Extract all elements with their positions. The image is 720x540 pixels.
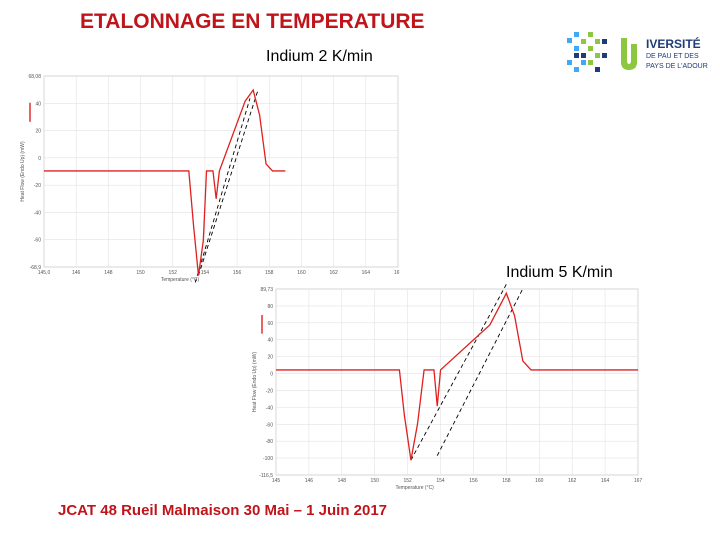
x-tick-label: 152 bbox=[403, 478, 412, 484]
tangent-line bbox=[436, 288, 524, 456]
x-tick-label: 145 bbox=[272, 478, 281, 484]
y-tick-label: 40 bbox=[35, 101, 41, 107]
x-axis-label: Temperature (°C) bbox=[161, 277, 200, 283]
y-tick-label: 20 bbox=[267, 355, 273, 361]
y-tick-label: 68,08 bbox=[28, 74, 41, 80]
y-tick-label: -40 bbox=[34, 210, 41, 216]
x-tick-label: 164 bbox=[601, 478, 610, 484]
x-tick-label: 167 bbox=[394, 270, 400, 276]
x-tick-label: 160 bbox=[535, 478, 544, 484]
y-axis-label: Heat Flow (Endo Up) (mW) bbox=[20, 141, 26, 202]
x-tick-label: 150 bbox=[371, 478, 380, 484]
university-logo bbox=[567, 32, 637, 72]
y-tick-label: -40 bbox=[266, 405, 273, 411]
y-tick-label: -116,5 bbox=[259, 473, 273, 479]
x-tick-label: 156 bbox=[233, 270, 242, 276]
footer-text: JCAT 48 Rueil Malmaison 30 Mai – 1 Juin … bbox=[58, 502, 388, 519]
chart2-title: Indium 5 K/min bbox=[506, 264, 613, 281]
y-tick-label: 60 bbox=[267, 321, 273, 327]
logo-line3: PAYS DE L'ADOUR bbox=[646, 63, 708, 70]
x-tick-label: 145,0 bbox=[38, 270, 51, 276]
y-axis-label: Heat Flow (Endo Up) (mW) bbox=[252, 352, 258, 413]
x-tick-label: 158 bbox=[502, 478, 511, 484]
logo-line1: IVERSITÉ bbox=[646, 37, 701, 51]
chart1-title: Indium 2 K/min bbox=[266, 48, 373, 65]
tangent-line bbox=[198, 89, 259, 276]
y-tick-label: -60 bbox=[34, 238, 41, 244]
y-tick-label: 20 bbox=[35, 129, 41, 135]
chart-indium-2kmin: 145,0 146 148 150 152 154 156 158 160 162 164 167 68… bbox=[20, 74, 400, 283]
x-tick-label: 154 bbox=[201, 270, 210, 276]
y-tick-label: 0 bbox=[38, 156, 41, 162]
x-tick-label: 156 bbox=[469, 478, 478, 484]
y-tick-label: -80 bbox=[266, 439, 273, 445]
x-tick-label: 148 bbox=[104, 270, 113, 276]
tangent-line bbox=[410, 284, 507, 461]
y-tick-label: -20 bbox=[34, 183, 41, 189]
y-tick-label: -60 bbox=[266, 422, 273, 428]
chart-indium-5kmin: 145 146 148 150 152 154 156 158 160 162 164 167 89,7… bbox=[252, 284, 643, 491]
x-tick-label: 146 bbox=[72, 270, 81, 276]
x-tick-label: 160 bbox=[297, 270, 306, 276]
x-tick-label: 148 bbox=[338, 478, 347, 484]
x-tick-label: 162 bbox=[568, 478, 577, 484]
logo-line2: DE PAU ET DES bbox=[646, 53, 699, 60]
y-tick-label: 40 bbox=[267, 338, 273, 344]
x-axis-label: Temperature (°C) bbox=[395, 485, 434, 491]
y-tick-label: -20 bbox=[266, 388, 273, 394]
slide-title: ETALONNAGE EN TEMPERATURE bbox=[80, 10, 425, 33]
x-tick-label: 146 bbox=[305, 478, 314, 484]
y-tick-label: 89,73 bbox=[260, 287, 273, 293]
y-tick-label: 0 bbox=[270, 372, 273, 378]
x-tick-label: 162 bbox=[329, 270, 338, 276]
y-tick-label: -68,9 bbox=[30, 265, 42, 271]
x-tick-label: 154 bbox=[436, 478, 445, 484]
y-tick-label: 80 bbox=[267, 304, 273, 310]
x-tick-label: 150 bbox=[136, 270, 145, 276]
x-tick-label: 158 bbox=[265, 270, 274, 276]
x-tick-label: 152 bbox=[169, 270, 178, 276]
x-tick-label: 167 bbox=[634, 478, 643, 484]
y-tick-label: -100 bbox=[263, 456, 273, 462]
plot-area bbox=[275, 288, 639, 476]
x-tick-label: 164 bbox=[362, 270, 371, 276]
